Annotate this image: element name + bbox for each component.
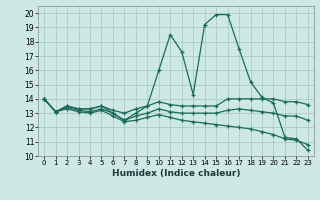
X-axis label: Humidex (Indice chaleur): Humidex (Indice chaleur) [112, 169, 240, 178]
